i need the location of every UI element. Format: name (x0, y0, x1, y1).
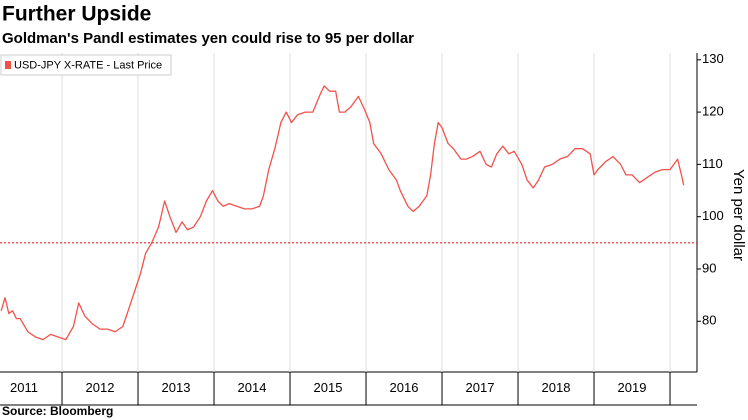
y-tick-label: 120 (702, 104, 724, 119)
legend-swatch (5, 61, 11, 69)
x-tick-label: 2011 (10, 380, 38, 395)
x-tick-label: 2018 (542, 380, 571, 395)
chart-title: Further Upside (2, 3, 151, 26)
x-tick-label: 2015 (314, 380, 343, 395)
chart-subtitle: Goldman's Pandl estimates yen could rise… (2, 30, 414, 47)
y-tick-label: 90 (702, 260, 716, 275)
x-tick-label: 2012 (86, 380, 115, 395)
price-line (0, 85, 685, 341)
y-tick-label: 100 (702, 208, 724, 223)
x-tick-label: 2016 (390, 380, 419, 395)
x-tick-label: 2013 (162, 380, 191, 395)
y-axis-label: Yen per dollar (730, 169, 747, 261)
x-tick-label: 2019 (618, 380, 647, 395)
x-tick-label: 2014 (238, 380, 267, 395)
y-tick-label: 130 (702, 51, 724, 66)
x-tick-label: 2017 (466, 380, 495, 395)
y-tick-label: 110 (702, 156, 723, 171)
y-tick-label: 80 (702, 313, 716, 328)
source: Source: Bloomberg (2, 404, 113, 418)
legend-box (0, 54, 172, 76)
legend-label: USD-JPY X-RATE - Last Price (14, 59, 162, 71)
